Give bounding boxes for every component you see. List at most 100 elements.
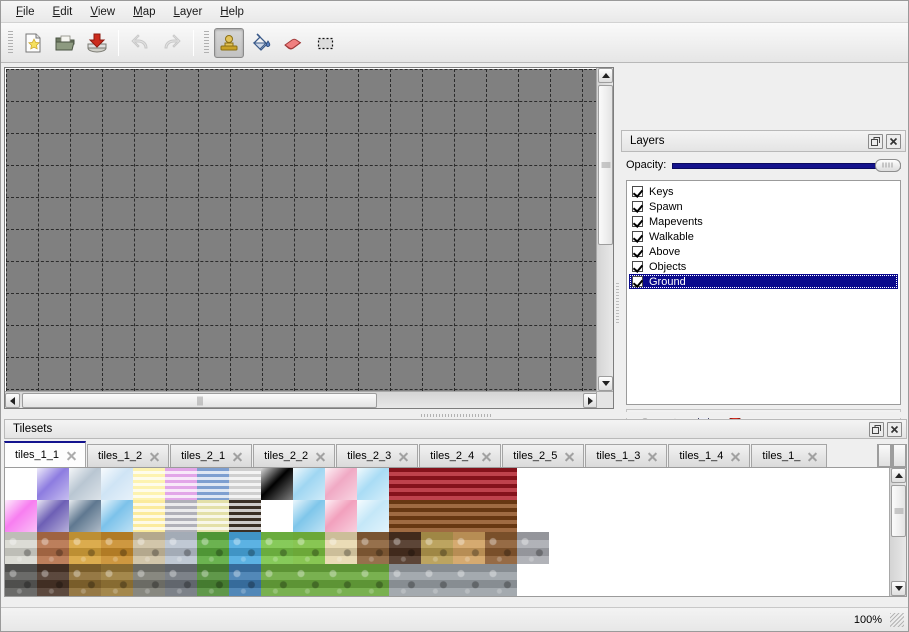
tile-cell[interactable] [197,468,229,500]
tile-cell[interactable] [517,500,549,532]
open-map-icon[interactable] [50,28,80,58]
tile-cell[interactable] [69,468,101,500]
close-icon[interactable] [647,451,658,462]
toolbar-grip-2[interactable] [202,29,210,56]
tile-cell[interactable] [357,468,389,500]
map-vertical-scrollbar[interactable] [596,68,613,391]
tile-cell[interactable] [261,468,293,500]
tile-cell[interactable] [101,468,133,500]
tile-cell[interactable] [293,564,325,596]
float-icon[interactable] [868,133,883,149]
tile-cell[interactable] [37,468,69,500]
tile-cell[interactable] [261,532,293,564]
tile-cell[interactable] [389,468,421,500]
tile-cell[interactable] [453,564,485,596]
tileset-scroll-up-arrow[interactable] [891,468,906,483]
close-icon[interactable] [66,450,77,461]
close-icon[interactable] [315,451,326,462]
layer-visibility-checkbox[interactable] [632,246,643,257]
tile-cell[interactable] [549,532,581,564]
close-icon[interactable] [564,451,575,462]
undo-icon[interactable] [125,28,155,58]
menu-edit[interactable]: Edit [52,5,73,18]
tileset-tab-tiles_1_2[interactable]: tiles_1_2 [87,444,170,467]
tile-cell[interactable] [261,500,293,532]
tile-cell[interactable] [101,500,133,532]
layer-visibility-checkbox[interactable] [632,276,643,287]
vertical-splitter[interactable] [615,130,620,475]
tile-cell[interactable] [5,500,37,532]
close-icon[interactable] [887,421,902,437]
tile-cell[interactable] [421,500,453,532]
tile-cell[interactable] [485,500,517,532]
map-canvas[interactable] [6,69,597,391]
tile-cell[interactable] [37,532,69,564]
tileset-tab-tiles_1_3[interactable]: tiles_1_3 [585,444,668,467]
tileset-scroll-thumb[interactable] [891,485,906,537]
close-icon[interactable] [481,451,492,462]
menu-map[interactable]: Map [133,5,156,18]
menu-help[interactable]: Help [220,5,244,18]
tileset-vertical-scrollbar[interactable] [889,468,906,596]
horizontal-scroll-thumb[interactable] [22,393,377,408]
map-horizontal-scrollbar[interactable] [5,391,598,408]
scroll-up-arrow[interactable] [598,68,613,83]
tile-cell[interactable] [229,468,261,500]
tile-cell[interactable] [293,468,325,500]
close-icon[interactable] [232,451,243,462]
tile-cell[interactable] [485,564,517,596]
tile-cell[interactable] [5,564,37,596]
tile-cell[interactable] [69,564,101,596]
float-icon[interactable] [869,421,884,437]
menu-view[interactable]: View [90,5,116,18]
tile-cell[interactable] [421,532,453,564]
layer-row[interactable]: Walkable [629,229,898,244]
scroll-left-arrow[interactable] [5,393,20,408]
tile-cell[interactable] [133,500,165,532]
tile-cell[interactable] [421,468,453,500]
horizontal-splitter[interactable] [1,412,908,418]
tile-cell[interactable] [133,468,165,500]
tileset-tab-tiles_2_1[interactable]: tiles_2_1 [170,444,253,467]
tile-cell[interactable] [357,564,389,596]
layer-visibility-checkbox[interactable] [632,201,643,212]
scroll-down-arrow[interactable] [598,376,613,391]
map-view[interactable] [4,67,614,409]
tileset-view[interactable] [4,467,907,597]
tile-cell[interactable] [517,468,549,500]
tile-cell[interactable] [165,532,197,564]
vertical-scroll-thumb[interactable] [598,85,613,245]
resize-grip[interactable] [890,612,904,627]
tile-cell[interactable] [101,564,133,596]
tile-cell[interactable] [453,468,485,500]
tile-cell[interactable] [197,532,229,564]
tileset-scroll-down-arrow[interactable] [891,581,906,596]
tile-cell[interactable] [421,564,453,596]
layer-visibility-checkbox[interactable] [632,186,643,197]
tile-cell[interactable] [37,564,69,596]
tile-cell[interactable] [549,500,581,532]
tileset-tab-tiles_2_3[interactable]: tiles_2_3 [336,444,419,467]
tile-cell[interactable] [133,532,165,564]
tile-cell[interactable] [37,500,69,532]
tile-cell[interactable] [197,564,229,596]
save-map-icon[interactable] [82,28,112,58]
tile-cell[interactable] [325,532,357,564]
close-icon[interactable] [149,451,160,462]
tile-cell[interactable] [357,532,389,564]
opacity-slider[interactable] [672,158,901,172]
menu-file[interactable]: File [16,5,35,18]
new-map-icon[interactable] [18,28,48,58]
layer-row[interactable]: Spawn [629,199,898,214]
layer-visibility-checkbox[interactable] [632,231,643,242]
close-icon[interactable] [398,451,409,462]
redo-icon[interactable] [157,28,187,58]
tile-cell[interactable] [517,532,549,564]
close-icon[interactable] [807,451,818,462]
tile-cell[interactable] [197,500,229,532]
tile-cell[interactable] [357,500,389,532]
layer-list[interactable]: Keys Spawn Mapevents Walkable Above Objects Gr… [626,180,901,405]
bucket-fill-icon[interactable] [246,28,276,58]
tile-cell[interactable] [293,532,325,564]
rectangle-select-icon[interactable] [310,28,340,58]
